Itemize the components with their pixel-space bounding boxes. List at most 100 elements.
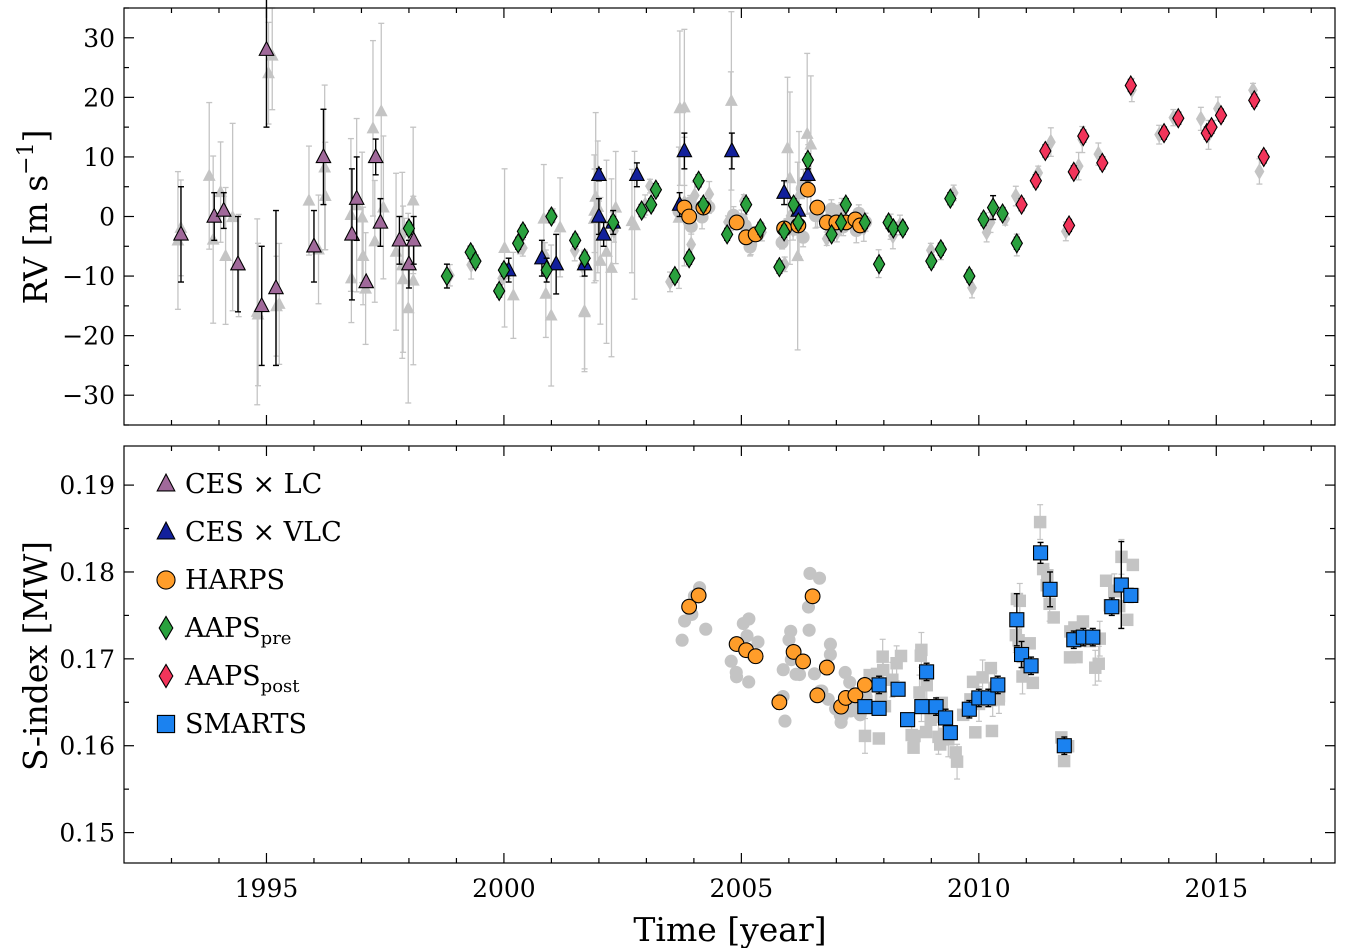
x-tick-label: 2015	[1184, 874, 1248, 903]
data-point	[315, 147, 332, 164]
x-axis-label: Time [year]	[633, 910, 826, 948]
legend-marker	[156, 472, 176, 492]
data-point	[990, 677, 1006, 693]
data-point	[492, 280, 506, 302]
data-point	[896, 217, 910, 239]
rv-axis-label-close: ]	[16, 130, 55, 143]
legend-entry-aapspost: AAPSpost	[158, 661, 300, 697]
data-point	[934, 238, 948, 260]
background-point	[1076, 615, 1090, 628]
y-tick-label: −20	[62, 322, 115, 351]
series-harps	[681, 587, 873, 715]
data-point	[348, 189, 365, 205]
data-point	[1010, 232, 1024, 254]
data-point	[681, 598, 698, 615]
background-point	[302, 193, 316, 206]
data-point	[628, 165, 646, 182]
data-point	[1077, 125, 1090, 147]
background-point	[843, 675, 857, 689]
background-point	[600, 244, 613, 257]
background-point	[796, 230, 810, 244]
y-tick-label: 0.17	[59, 645, 115, 674]
data-point	[590, 207, 608, 223]
data-point	[253, 296, 270, 313]
background-point	[919, 725, 933, 739]
y-tick-label: 0	[99, 203, 115, 232]
background-point	[778, 714, 792, 728]
data-point	[358, 272, 375, 289]
background-point	[553, 220, 567, 233]
legend: CES × LC CES × VLC HARPS AAPSpre AAPSpost SMA…	[156, 469, 342, 740]
series-smarts	[857, 540, 1139, 756]
data-point	[1029, 170, 1043, 192]
background-point	[789, 667, 803, 681]
data-point	[668, 265, 682, 287]
data-point	[682, 247, 696, 269]
data-point	[1123, 587, 1139, 603]
data-point	[856, 676, 873, 693]
background-point	[905, 728, 918, 742]
background-point	[498, 240, 511, 253]
background-point	[925, 241, 936, 259]
data-point	[944, 188, 957, 210]
data-point	[1039, 140, 1052, 162]
background-point	[791, 248, 805, 262]
background-point	[823, 648, 837, 662]
background-point	[807, 667, 822, 681]
x-tick-label: 2000	[472, 874, 536, 903]
data-point	[809, 687, 826, 704]
data-point	[545, 205, 558, 228]
y-tick-label: 30	[83, 24, 115, 53]
data-point	[1124, 74, 1138, 96]
plot-frame	[123, 445, 1336, 864]
background-point	[219, 248, 232, 261]
y-tick-label: 0.15	[59, 819, 115, 848]
series-aapspre	[402, 149, 1024, 302]
data-point	[804, 588, 821, 605]
background-point	[628, 218, 641, 231]
legend-label: AAPSpost	[184, 661, 300, 697]
background-point	[605, 260, 618, 273]
background-point	[1016, 670, 1029, 683]
data-point	[402, 217, 416, 239]
data-point	[792, 211, 805, 233]
data-point	[858, 211, 872, 233]
background-point	[609, 200, 623, 213]
data-point	[776, 183, 793, 199]
data-point	[400, 254, 418, 271]
legend-label: CES × LC	[185, 469, 322, 500]
background-point	[729, 670, 744, 684]
data-point	[372, 213, 389, 229]
y-ticks	[124, 7, 1335, 426]
data-point	[590, 165, 608, 182]
background-point	[894, 649, 908, 663]
background-point	[1036, 562, 1050, 576]
background-point	[736, 616, 750, 631]
background-point	[1047, 611, 1060, 624]
background-point	[915, 643, 928, 657]
background-point	[1009, 628, 1023, 642]
background-point	[677, 100, 691, 113]
background-point	[981, 223, 992, 241]
data-point	[595, 225, 612, 241]
background-point	[804, 137, 818, 150]
data-point	[635, 200, 648, 222]
background-point	[966, 675, 980, 689]
data-point	[258, 40, 275, 56]
y-tick-label: 0.19	[59, 471, 115, 500]
background-point	[969, 726, 982, 739]
data-point	[697, 194, 710, 216]
background-point	[1023, 637, 1036, 650]
background-point	[932, 730, 945, 744]
data-point	[818, 659, 835, 676]
data-point	[839, 194, 853, 216]
data-point	[1257, 146, 1270, 168]
data-point	[785, 643, 802, 660]
data-point	[890, 681, 906, 697]
legend-entry-ces-lc: CES × LC	[156, 469, 322, 500]
data-point	[847, 687, 864, 704]
background-point	[776, 663, 790, 677]
data-point	[568, 229, 582, 251]
background-point	[907, 741, 920, 754]
data-point	[1015, 194, 1028, 216]
